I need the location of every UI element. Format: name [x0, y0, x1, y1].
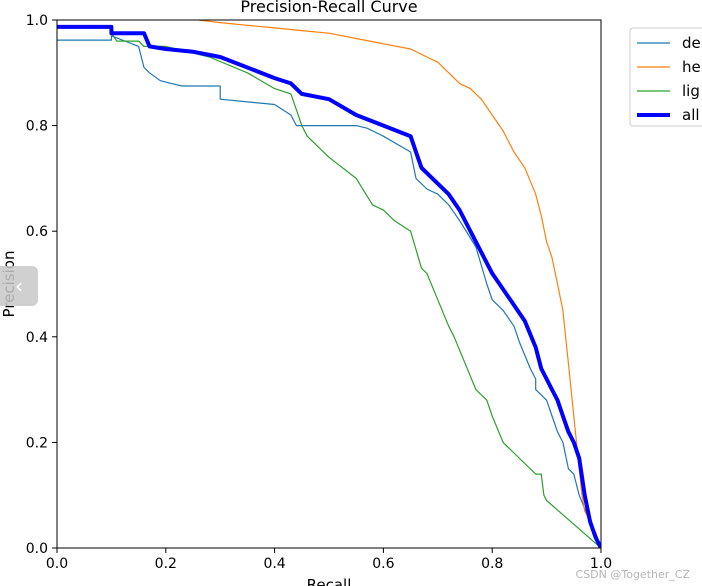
series-line-he — [198, 20, 601, 548]
x-tick-label: 1.0 — [590, 556, 612, 572]
series-line-lig — [110, 32, 601, 548]
y-tick-label: 0.0 — [26, 541, 48, 557]
watermark-text: CSDN @Together_CZ — [575, 568, 690, 581]
x-axis-label: Recall — [307, 576, 352, 586]
x-tick-label: 0.6 — [372, 556, 394, 572]
legend-label-lig: lig — [682, 82, 700, 100]
x-tick-label: 0.8 — [481, 556, 503, 572]
y-tick-label: 0.2 — [26, 435, 48, 451]
chevron-left-icon: ‹ — [15, 274, 23, 298]
chart-title: Precision-Recall Curve — [240, 0, 417, 16]
series-layer — [57, 20, 601, 548]
y-tick-label: 0.6 — [26, 224, 48, 240]
plot-frame — [56, 19, 602, 549]
y-tick-label: 0.8 — [26, 119, 48, 135]
series-line-all — [57, 24, 601, 548]
legend-frame — [629, 27, 702, 127]
x-tick-label: 0.2 — [155, 556, 177, 572]
legend-label-all: all — [682, 106, 700, 124]
prev-image-button[interactable]: ‹ — [0, 266, 38, 306]
y-tick-label: 0.4 — [26, 330, 48, 346]
legend: de he lig all — [629, 27, 702, 127]
y-axis: 0.0 0.2 0.4 0.6 0.8 1.0 — [26, 13, 57, 557]
series-line-de — [57, 35, 601, 548]
legend-label-he: he — [682, 58, 701, 76]
y-tick-label: 1.0 — [26, 13, 48, 29]
x-tick-label: 0.0 — [46, 556, 68, 572]
x-tick-label: 0.4 — [263, 556, 285, 572]
x-axis: 0.0 0.2 0.4 0.6 0.8 1.0 — [46, 548, 612, 572]
legend-label-de: de — [682, 34, 701, 52]
